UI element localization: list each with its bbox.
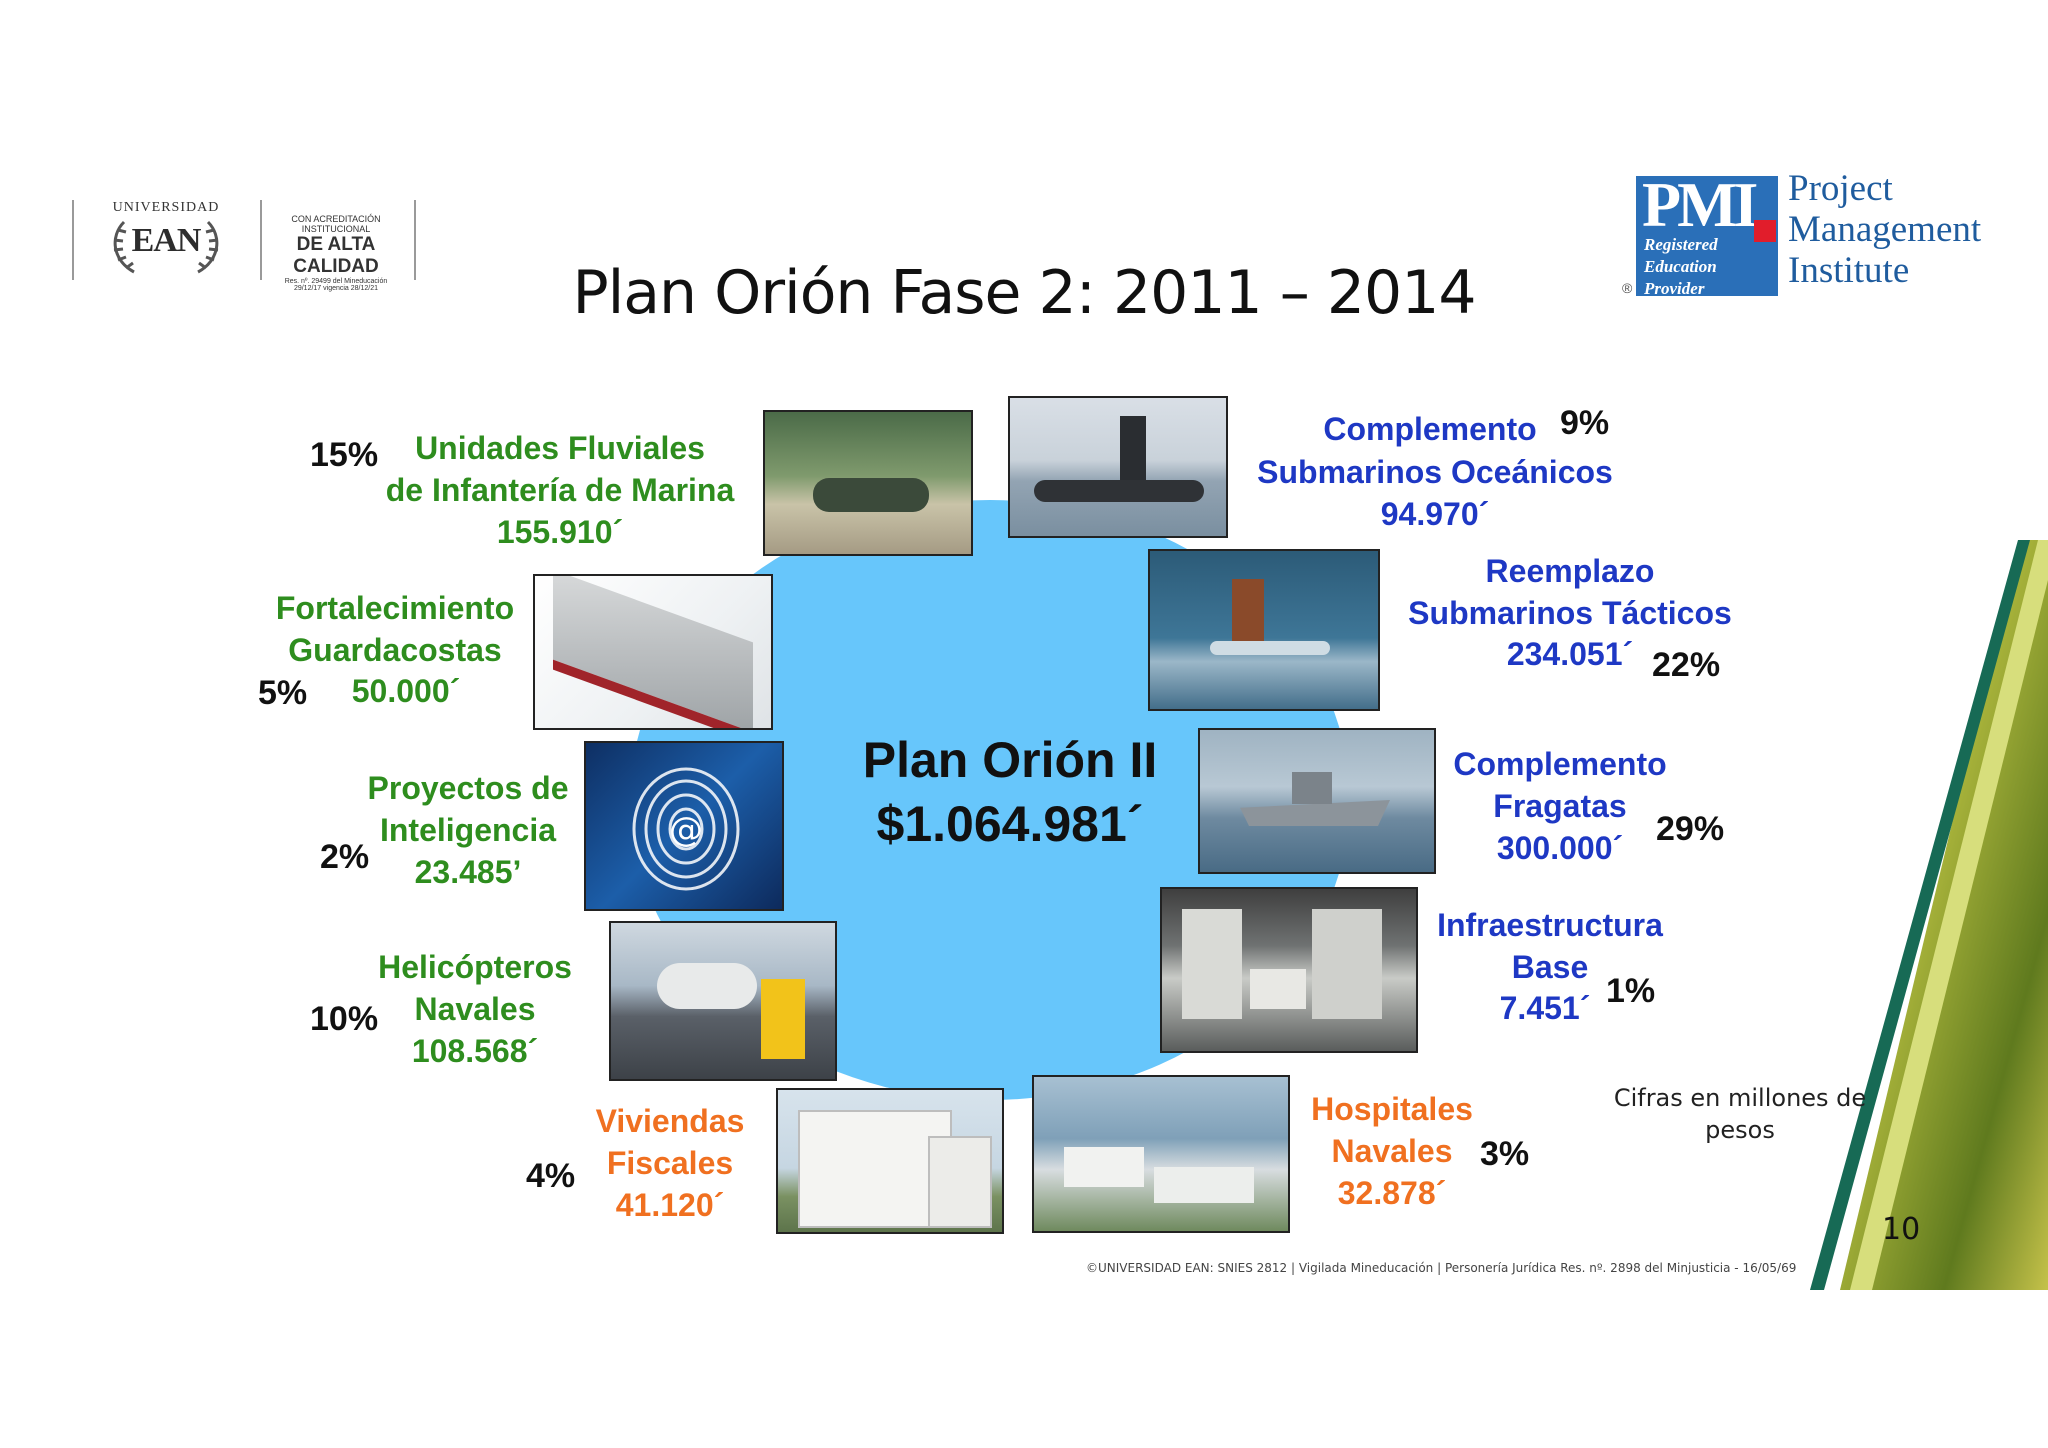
percent-label: 1% <box>1606 972 1656 1010</box>
item-label-submarinos-oceanicos-title: Complemento <box>1323 411 1537 447</box>
pmi-logo: PMI Registered Education Provider ® Proj… <box>1622 168 2028 308</box>
item-label-submarinos-oceanicos: Submarinos Oceánicos 94.970´ <box>1257 454 1613 532</box>
percent-label: 3% <box>1480 1135 1530 1173</box>
laurel-icon <box>113 220 219 274</box>
center-title: Plan Orión II $1.064.981´ <box>862 732 1158 852</box>
ean-mark: EAN <box>131 222 202 259</box>
accreditation-line: CON ACREDITACIÓN INSTITUCIONAL <box>291 214 381 234</box>
percent-label: 4% <box>526 1157 576 1195</box>
divider <box>260 200 262 280</box>
percent-label: 2% <box>320 838 370 876</box>
coast-guard-ship-render <box>533 574 773 730</box>
item-label-submarinos-tacticos: Reemplazo Submarinos Tácticos <box>1408 553 1732 631</box>
decorative-stripes <box>1810 540 2048 1290</box>
item-label-inteligencia: Proyectos de Inteligencia 23.485’ <box>367 770 569 890</box>
red-square-icon <box>1754 220 1776 242</box>
ocean-submarine-photo <box>1008 396 1228 538</box>
naval-hospital-aerial-photo <box>1032 1075 1290 1233</box>
accreditation-resolution: Res. nº. 29499 del Mineducación <box>284 278 388 285</box>
fingerprint-photo: @ <box>584 741 784 911</box>
divider <box>414 200 416 280</box>
item-label-fragatas: Complemento Fragatas 300.000´ <box>1453 746 1667 866</box>
divider <box>72 200 74 280</box>
footer-text: ©UNIVERSIDAD EAN: SNIES 2812 | Vigilada … <box>1086 1261 1797 1275</box>
svg-text:@: @ <box>669 810 703 850</box>
percent-label: 29% <box>1656 810 1725 848</box>
item-label-helicopteros: Helicópteros Navales 108.568´ <box>378 949 572 1069</box>
currency-note: Cifras en millones de pesos <box>1613 1084 1867 1144</box>
item-label-guardacostas: Fortalecimiento Guardacostas <box>275 590 515 668</box>
tactical-submarine-photo <box>1148 549 1380 711</box>
item-value-guardacostas: 50.000´ <box>351 673 461 709</box>
light-stripe <box>1850 540 2048 1290</box>
item-label-infraestructura: Infraestructura Base <box>1437 907 1663 985</box>
item-value-infraestructura: 7.451´ <box>1499 990 1591 1026</box>
ean-university-label: UNIVERSIDAD <box>112 200 220 215</box>
helicopter-photo <box>609 921 837 1081</box>
page-number: 10 <box>1882 1212 1921 1247</box>
percent-label: 9% <box>1560 404 1610 442</box>
percent-label: 22% <box>1652 646 1721 684</box>
green-stripe <box>1810 540 2030 1290</box>
item-label-viviendas: Viviendas Fiscales 41.120´ <box>595 1103 745 1223</box>
pmi-badge: PMI Registered Education Provider <box>1636 169 1778 298</box>
item-label-unidades-fluviales: Unidades Fluviales de Infantería de Mari… <box>385 430 735 550</box>
registered-mark-icon: ® <box>1622 280 1633 296</box>
frigate-photo <box>1198 728 1436 874</box>
percent-label: 15% <box>310 436 379 474</box>
item-label-hospitales: Hospitales Navales 32.878´ <box>1311 1091 1473 1211</box>
control-room-photo <box>1160 887 1418 1053</box>
accreditation-validity: 29/12/17 vigencia 28/12/21 <box>293 285 379 292</box>
pmi-mark: PMI <box>1642 169 1758 240</box>
pmi-name: Project Management Institute <box>1788 168 1982 291</box>
pmi-registered-text: Registered Education Provider <box>1644 235 1718 298</box>
accreditation-headline: DE ALTA CALIDAD <box>293 234 379 277</box>
percent-label: 10% <box>310 1000 379 1038</box>
item-value-submarinos-tacticos: 234.051´ <box>1506 636 1634 672</box>
hovercraft-photo <box>763 410 973 556</box>
slide-title: Plan Orión Fase 2: 2011 – 2014 <box>572 258 1476 328</box>
fingerprint-icon: @ <box>632 767 740 891</box>
housing-building-photo <box>776 1088 1004 1234</box>
percent-label: 5% <box>258 674 308 712</box>
ean-logo: UNIVERSIDAD EAN CON ACREDITACIÓN INSTITU… <box>70 200 420 292</box>
